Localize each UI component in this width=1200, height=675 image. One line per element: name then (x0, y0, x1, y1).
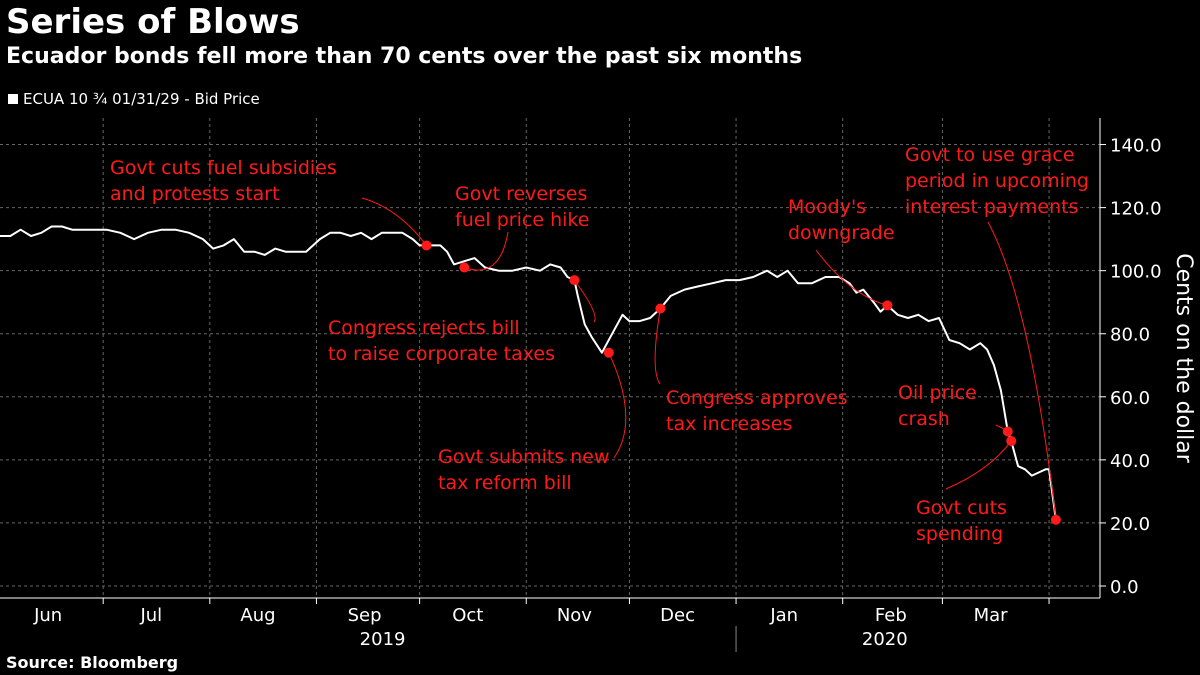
x-tick-label: Mar (974, 605, 1009, 626)
legend: ECUA 10 ¾ 01/31/29 - Bid Price (8, 90, 260, 108)
annotation-connector (654, 308, 661, 385)
annotation-label: tax reform bill (438, 472, 572, 494)
annotation-connector (361, 197, 427, 246)
y-tick-label: 0.0 (1110, 577, 1139, 598)
y-tick-label: 100.0 (1110, 262, 1162, 283)
y-tick-label: 80.0 (1110, 325, 1150, 346)
y-tick-label: 60.0 (1110, 388, 1150, 409)
annotation-label: Govt to use grace (905, 144, 1075, 166)
annotation-point (1050, 514, 1061, 525)
x-year-label: 2019 (360, 629, 406, 650)
annotation-label: period in upcoming (905, 170, 1089, 192)
y-axis-label: Cents on the dollar (1171, 253, 1196, 464)
x-tick-label: Feb (875, 605, 907, 626)
x-tick-label: Jul (139, 605, 162, 626)
chart-title: Series of Blows (6, 2, 300, 42)
annotation-label: Govt cuts (916, 497, 1007, 519)
annotation-label: tax increases (666, 413, 792, 435)
x-tick-label: Oct (452, 605, 483, 626)
annotation-label: and protests start (110, 183, 280, 205)
annotation-label: Oil price (898, 382, 977, 404)
x-year-label: 2020 (862, 629, 908, 650)
annotation-label: Congress approves (666, 387, 848, 409)
annotation-point (655, 303, 666, 314)
annotation-label: Govt cuts fuel subsidies (110, 157, 337, 179)
annotation-label: Congress rejects bill (328, 317, 520, 339)
y-tick-label: 20.0 (1110, 514, 1150, 535)
annotation-point (459, 262, 470, 273)
annotation-connector (608, 352, 627, 459)
annotation-point (569, 275, 580, 286)
annotation-label: to raise corporate taxes (328, 343, 555, 365)
y-tick-label: 120.0 (1110, 199, 1162, 220)
annotation-connector (987, 221, 1057, 520)
x-tick-label: Jun (33, 605, 62, 626)
annotation-point (1006, 435, 1017, 446)
annotation-connector (815, 249, 888, 306)
annotation-label: Govt reverses (455, 183, 587, 205)
annotation-connector (573, 279, 596, 323)
x-tick-label: Jan (769, 605, 798, 626)
annotation-point (1002, 426, 1013, 437)
price-line (0, 225, 1057, 520)
annotation-label: spending (916, 523, 1003, 545)
annotation-connector (945, 440, 1012, 490)
legend-label: ECUA 10 ¾ 01/31/29 - Bid Price (23, 90, 260, 108)
y-tick-label: 40.0 (1110, 451, 1150, 472)
source-note: Source: Bloomberg (6, 653, 179, 672)
annotation-label: interest payments (905, 196, 1078, 218)
annotation-point (603, 347, 614, 358)
legend-swatch (8, 94, 18, 104)
annotation-point (882, 300, 893, 311)
annotation-label: Moody's (788, 196, 866, 218)
annotation-connector (464, 231, 509, 271)
annotation-label: crash (898, 408, 950, 430)
annotation-label: downgrade (788, 222, 895, 244)
annotation-label: fuel price hike (455, 209, 589, 231)
x-tick-label: Nov (557, 605, 592, 626)
x-tick-label: Dec (660, 605, 695, 626)
chart-subtitle: Ecuador bonds fell more than 70 cents ov… (6, 44, 803, 69)
x-tick-label: Aug (240, 605, 275, 626)
annotation-label: Govt submits new (438, 446, 610, 468)
annotation-point (421, 240, 432, 251)
x-tick-label: Sep (348, 605, 382, 626)
y-tick-label: 140.0 (1110, 136, 1162, 157)
